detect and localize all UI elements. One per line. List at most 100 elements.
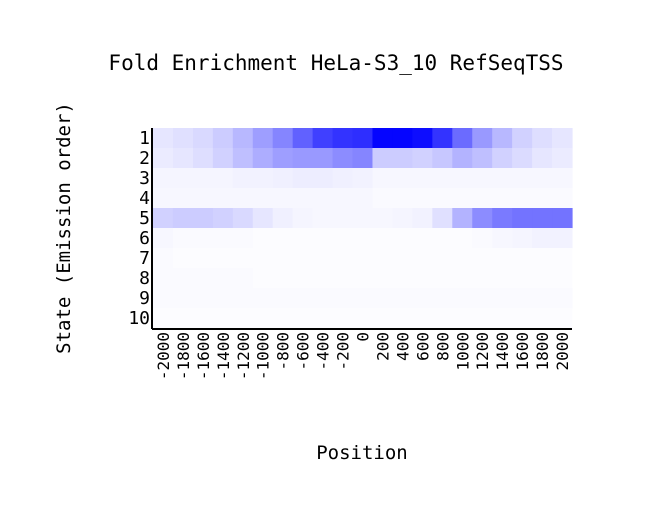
heatmap-cell (472, 288, 493, 309)
heatmap-cell (532, 208, 553, 229)
heatmap-cell (392, 208, 413, 229)
heatmap-cell (272, 208, 294, 229)
heatmap-cell (552, 248, 573, 269)
heatmap-cell (212, 208, 234, 229)
heatmap-cell (512, 268, 533, 289)
row-label: 7 (139, 248, 150, 269)
heatmap-cell (252, 248, 274, 269)
heatmap-cell (512, 128, 533, 149)
column-labels: -2000 -1800 -1600 -1400 -1200 -1000 -800 -600 -4… (154, 332, 572, 380)
heatmap-cell (532, 168, 553, 189)
heatmap-cell (352, 308, 374, 329)
heatmap-cell (172, 148, 194, 169)
heatmap-cell (192, 228, 214, 249)
heatmap-cell (232, 128, 254, 149)
column-label: -1600 (194, 332, 213, 380)
heatmap-cell (432, 188, 453, 209)
row-label: 10 (128, 308, 150, 329)
heatmap-cell (392, 228, 413, 249)
heatmap-cell (552, 148, 573, 169)
column-label: -2000 (154, 332, 173, 380)
heatmap-cell (492, 268, 513, 289)
column-label: -800 (274, 332, 293, 371)
heatmap-cell (432, 228, 453, 249)
column-label: 1000 (453, 332, 472, 371)
heatmap-cell (432, 288, 453, 309)
heatmap-cell (432, 128, 453, 149)
heatmap-cell (532, 188, 553, 209)
heatmap-cell (172, 168, 194, 189)
heatmap-cell (372, 288, 394, 309)
heatmap-cell (552, 168, 573, 189)
heatmap-cell (552, 228, 573, 249)
heatmap-cell (512, 168, 533, 189)
heatmap-cell (412, 228, 433, 249)
heatmap-cell (532, 128, 553, 149)
heatmap-cell (192, 168, 214, 189)
heatmap-cell (312, 248, 334, 269)
column-label: -600 (294, 332, 313, 371)
heatmap-cell (192, 268, 214, 289)
heatmap-cell (472, 268, 493, 289)
heatmap-cell (352, 248, 374, 269)
heatmap-cell (552, 268, 573, 289)
heatmap-cell (153, 208, 174, 229)
heatmap-cell (192, 188, 214, 209)
heatmap-cell (472, 248, 493, 269)
heatmap-cell (172, 288, 194, 309)
heatmap-cell (372, 308, 394, 329)
heatmap-cell (232, 308, 254, 329)
column-label: -1200 (234, 332, 253, 380)
heatmap-cell (372, 148, 394, 169)
heatmap-cell (153, 188, 174, 209)
heatmap-cell (412, 268, 433, 289)
heatmap-cell (212, 168, 234, 189)
heatmap-cell (232, 168, 254, 189)
heatmap-cell (352, 148, 374, 169)
heatmap-cell (492, 168, 513, 189)
heatmap-cell (332, 248, 354, 269)
heatmap-cell (212, 248, 234, 269)
column-label: 200 (374, 332, 393, 361)
heatmap-cell (552, 208, 573, 229)
heatmap-cell (232, 248, 254, 269)
heatmap-cell (212, 188, 234, 209)
heatmap-cell (392, 128, 413, 149)
heatmap-cell (412, 308, 433, 329)
heatmap-cell (472, 208, 493, 229)
heatmap-cell (472, 168, 493, 189)
heatmap-cell (552, 308, 573, 329)
heatmap-cell (452, 248, 473, 269)
heatmap-cell (472, 188, 493, 209)
heatmap-cell (232, 288, 254, 309)
row-label: 1 (139, 128, 150, 149)
heatmap-cell (432, 208, 453, 229)
axes (151, 128, 572, 330)
column-label: -400 (314, 332, 333, 371)
heatmap-cell (292, 168, 314, 189)
heatmap-cell (332, 208, 354, 229)
heatmap-cell (153, 268, 174, 289)
heatmap-cell (153, 288, 174, 309)
heatmap-cell (232, 268, 254, 289)
heatmap-cell (272, 128, 294, 149)
column-label: 800 (433, 332, 452, 361)
heatmap-cell (292, 268, 314, 289)
heatmap-cell (292, 288, 314, 309)
heatmap-cell (532, 248, 553, 269)
heatmap-cell (172, 268, 194, 289)
heatmap-cell (192, 208, 214, 229)
heatmap-cell (372, 248, 394, 269)
heatmap-cell (392, 168, 413, 189)
heatmap-cell (392, 268, 413, 289)
heatmap-cell (392, 288, 413, 309)
heatmap-cell (172, 248, 194, 269)
heatmap-cell (332, 128, 354, 149)
heatmap-cell (292, 128, 314, 149)
heatmap-cell (212, 308, 234, 329)
column-label: -1000 (254, 332, 273, 380)
heatmap-cell (452, 168, 473, 189)
heatmap-cell (352, 168, 374, 189)
heatmap-cell (252, 308, 274, 329)
